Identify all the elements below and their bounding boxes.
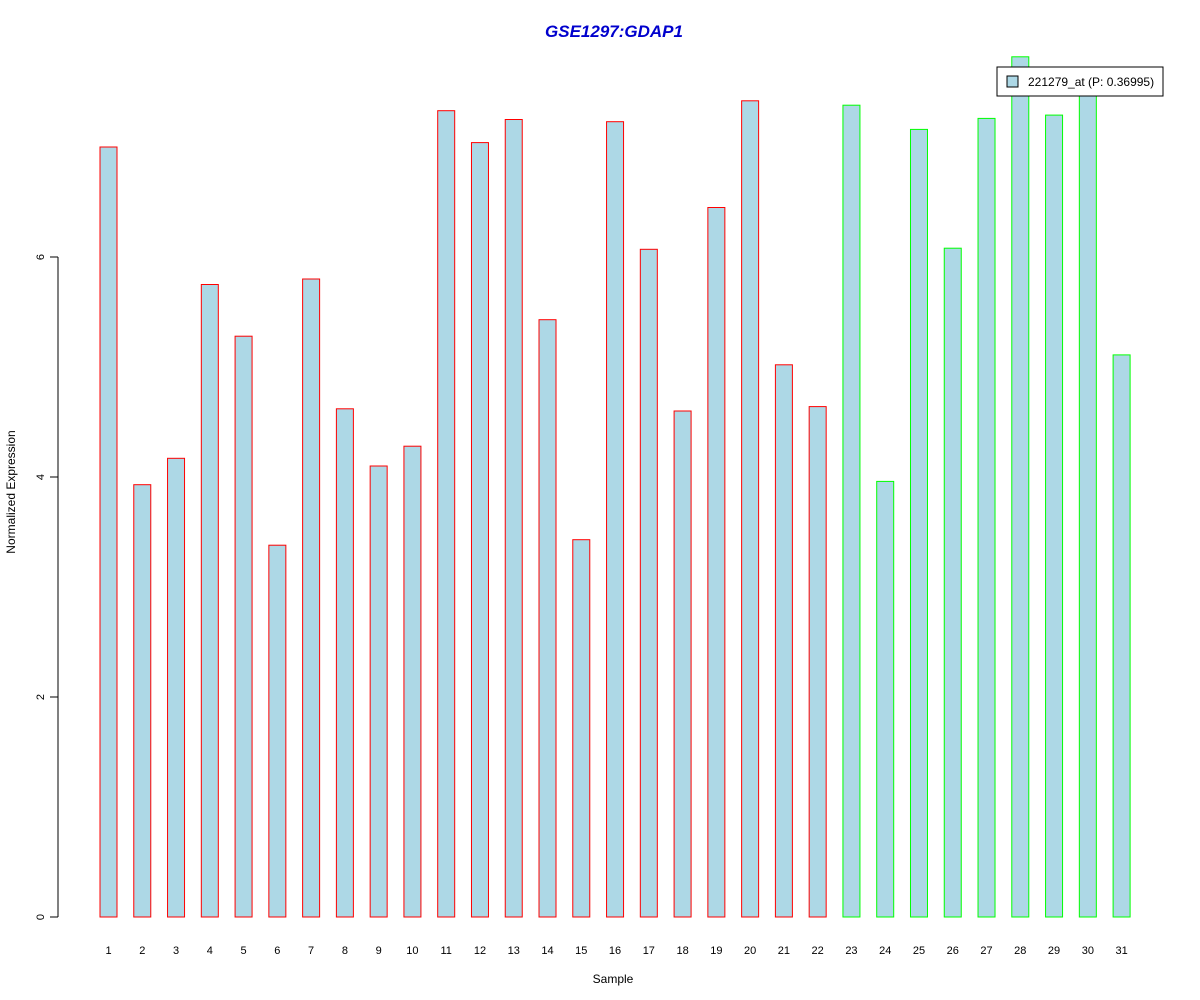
x-tick-label: 31 <box>1115 945 1127 957</box>
bar-sample-27 <box>977 117 996 918</box>
x-tick-label: 29 <box>1048 945 1060 957</box>
bar-sample-4 <box>200 284 219 918</box>
bar-sample-11 <box>437 110 456 918</box>
bar-sample-1 <box>99 146 118 918</box>
bar-sample-20 <box>741 100 760 918</box>
y-tick-label: 2 <box>35 694 47 700</box>
x-tick-label: 3 <box>173 945 179 957</box>
bar-sample-14 <box>538 319 557 918</box>
legend-box <box>996 66 1164 97</box>
bar-sample-26 <box>943 247 962 918</box>
bar-sample-16 <box>606 121 625 918</box>
bar-sample-22 <box>808 406 827 918</box>
x-tick-label: 5 <box>241 945 247 957</box>
bar-sample-8 <box>335 408 354 918</box>
bar-sample-19 <box>707 207 726 918</box>
bar-sample-17 <box>639 248 658 918</box>
bars-group <box>99 56 1131 918</box>
legend: 221279_at (P: 0.36995) <box>996 66 1164 97</box>
x-tick-label: 15 <box>575 945 587 957</box>
y-axis-label: Normalized Expression <box>4 430 18 553</box>
bar-sample-24 <box>876 480 895 918</box>
bar-sample-6 <box>268 544 287 918</box>
x-tick-label: 11 <box>440 945 451 957</box>
bar-sample-25 <box>909 128 928 918</box>
bar-sample-30 <box>1078 80 1097 918</box>
x-tick-label: 25 <box>913 945 925 957</box>
x-tick-label: 22 <box>812 945 824 957</box>
x-tick-label: 14 <box>541 945 553 957</box>
x-tick-label: 17 <box>643 945 655 957</box>
x-tick-label: 1 <box>105 945 111 957</box>
bar-sample-3 <box>167 457 186 918</box>
legend-entry-label: 221279_at (P: 0.36995) <box>1028 75 1154 89</box>
chart-title: GSE1297:GDAP1 <box>545 22 683 41</box>
bar-sample-15 <box>572 539 591 918</box>
bar-sample-5 <box>234 335 253 918</box>
x-tick-label: 13 <box>508 945 520 957</box>
x-tick-label: 12 <box>474 945 486 957</box>
bar-sample-7 <box>302 278 321 918</box>
x-tick-label: 26 <box>947 945 959 957</box>
bar-sample-31 <box>1112 354 1131 918</box>
bar-sample-9 <box>369 465 388 918</box>
y-tick-label: 0 <box>35 914 47 920</box>
x-tick-label: 24 <box>879 945 891 957</box>
legend-swatch <box>1006 75 1019 88</box>
x-tick-label: 4 <box>207 945 213 957</box>
bar-sample-10 <box>403 445 422 918</box>
x-tick-label: 21 <box>778 945 790 957</box>
bar-sample-18 <box>673 410 692 918</box>
y-tick-label: 6 <box>35 254 47 260</box>
x-tick-label: 9 <box>376 945 382 957</box>
x-tick-label: 2 <box>139 945 145 957</box>
bar-sample-2 <box>133 484 152 918</box>
x-axis-label: Sample <box>593 972 634 986</box>
x-tick-label: 8 <box>342 945 348 957</box>
bar-sample-12 <box>470 142 489 918</box>
x-tick-label: 7 <box>308 945 314 957</box>
x-tick-label: 23 <box>845 945 857 957</box>
x-tick-label: 20 <box>744 945 756 957</box>
bar-sample-28 <box>1011 56 1030 918</box>
x-tick-label: 28 <box>1014 945 1026 957</box>
bar-sample-29 <box>1045 114 1064 918</box>
y-axis: 0 2 4 6 <box>35 254 59 920</box>
y-tick-label: 4 <box>35 474 47 480</box>
x-tick-label: 6 <box>274 945 280 957</box>
bar-sample-13 <box>504 119 523 918</box>
bar-sample-23 <box>842 104 861 918</box>
bar-sample-21 <box>774 364 793 918</box>
x-tick-labels: 1 2 3 4 5 6 7 8 9 10 11 12 13 14 15 16 17 18 19 20 21 22 23 24 2… <box>105 945 1127 957</box>
x-tick-label: 10 <box>406 945 418 957</box>
x-tick-label: 30 <box>1082 945 1094 957</box>
x-tick-label: 16 <box>609 945 621 957</box>
x-tick-label: 19 <box>710 945 722 957</box>
x-tick-label: 18 <box>676 945 688 957</box>
x-tick-label: 27 <box>980 945 992 957</box>
